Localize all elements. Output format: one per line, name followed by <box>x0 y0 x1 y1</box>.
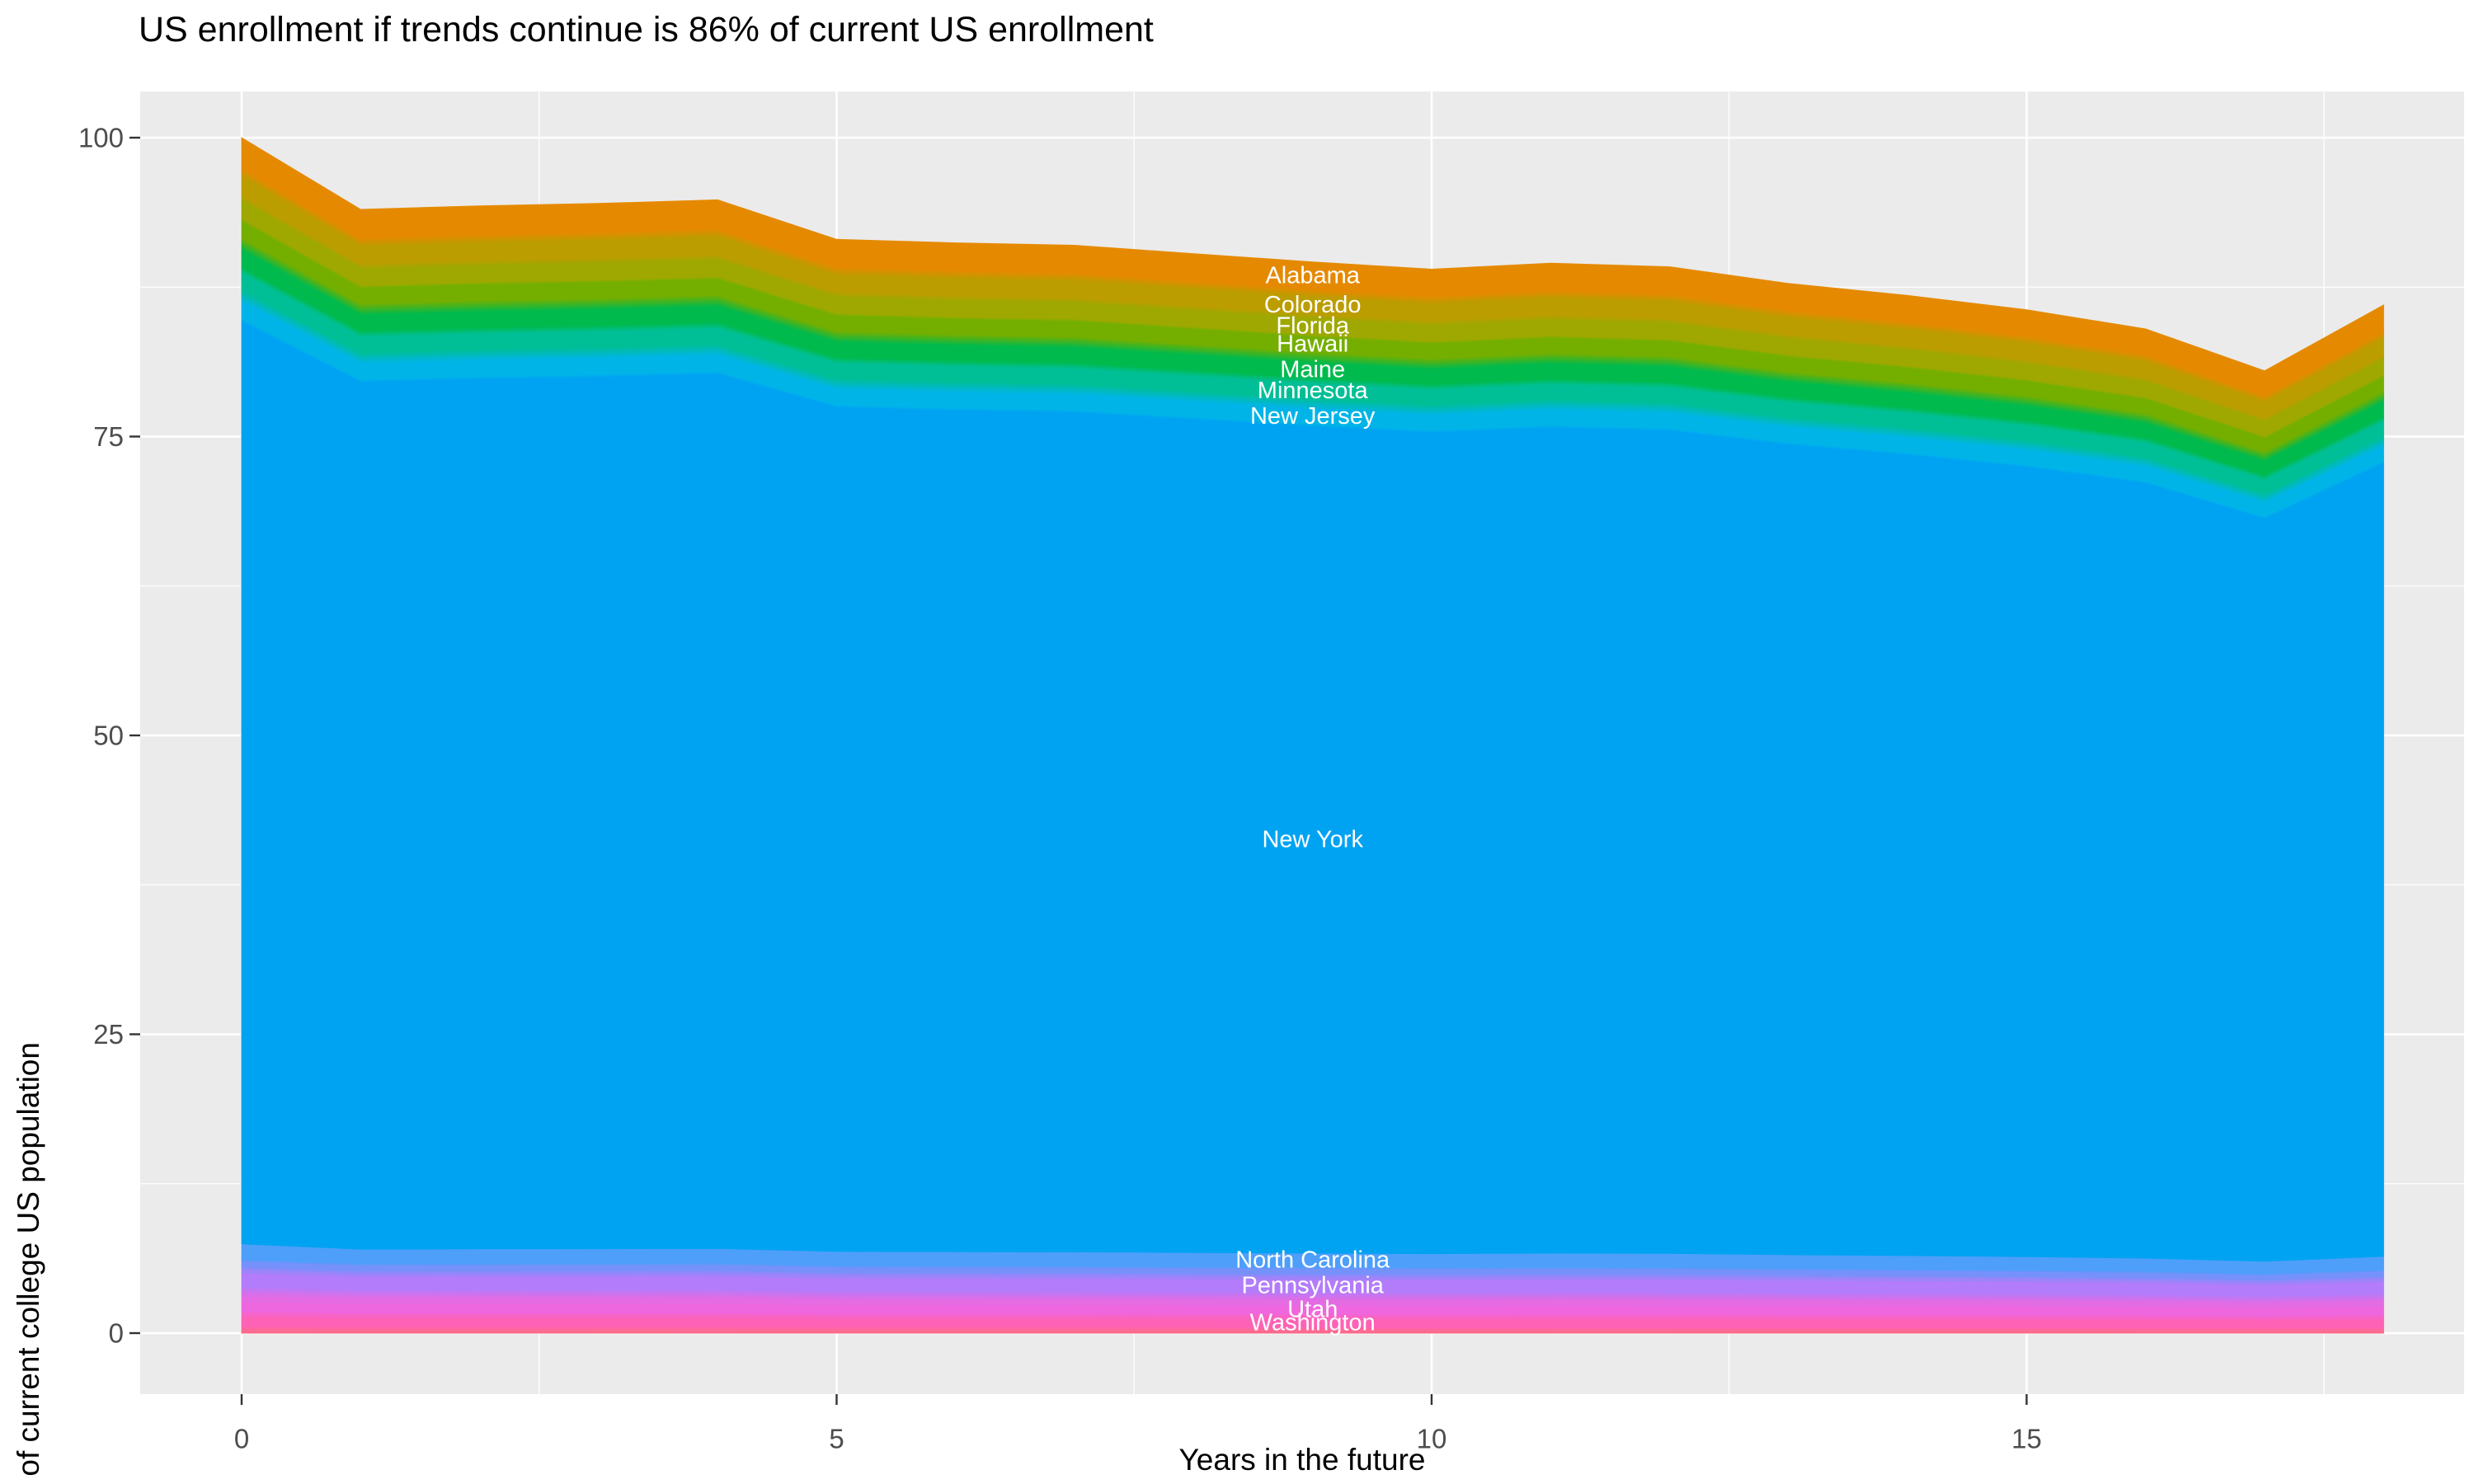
area-label-north-carolina: North Carolina <box>1235 1247 1390 1273</box>
y-tick-label: 100 <box>78 123 124 153</box>
x-tick-label: 10 <box>1417 1424 1447 1454</box>
area-label-alabama: Alabama <box>1265 263 1360 289</box>
area-label-utah: Utah <box>1287 1297 1338 1323</box>
area-label-minnesota: Minnesota <box>1258 378 1369 404</box>
area-label-new-york: New York <box>1262 826 1363 852</box>
x-tick-label: 15 <box>2011 1424 2042 1454</box>
y-tick-label: 50 <box>93 721 124 751</box>
area-label-colorado: Colorado <box>1264 292 1362 318</box>
area-label-hawaii: Hawaii <box>1277 331 1348 357</box>
area-label-florida: Florida <box>1276 312 1350 339</box>
y-tick-label: 0 <box>109 1318 124 1349</box>
area-label-washington: Washington <box>1250 1310 1376 1336</box>
area-band-alabama <box>241 137 2384 397</box>
x-tick-label: 0 <box>234 1424 249 1454</box>
chart-title: US enrollment if trends continue is 86% … <box>139 10 1154 49</box>
area-label-maine: Maine <box>1280 357 1345 383</box>
x-tick-label: 5 <box>829 1424 844 1454</box>
area-label-new-jersey: New Jersey <box>1250 403 1376 430</box>
area-label-pennsylvania: Pennsylvania <box>1241 1272 1384 1298</box>
y-axis-title: Percentage of current college US populat… <box>12 1042 45 1484</box>
y-tick-label: 25 <box>93 1019 124 1050</box>
y-tick-label: 75 <box>93 421 124 452</box>
x-axis-title: Years in the future <box>1178 1443 1426 1477</box>
